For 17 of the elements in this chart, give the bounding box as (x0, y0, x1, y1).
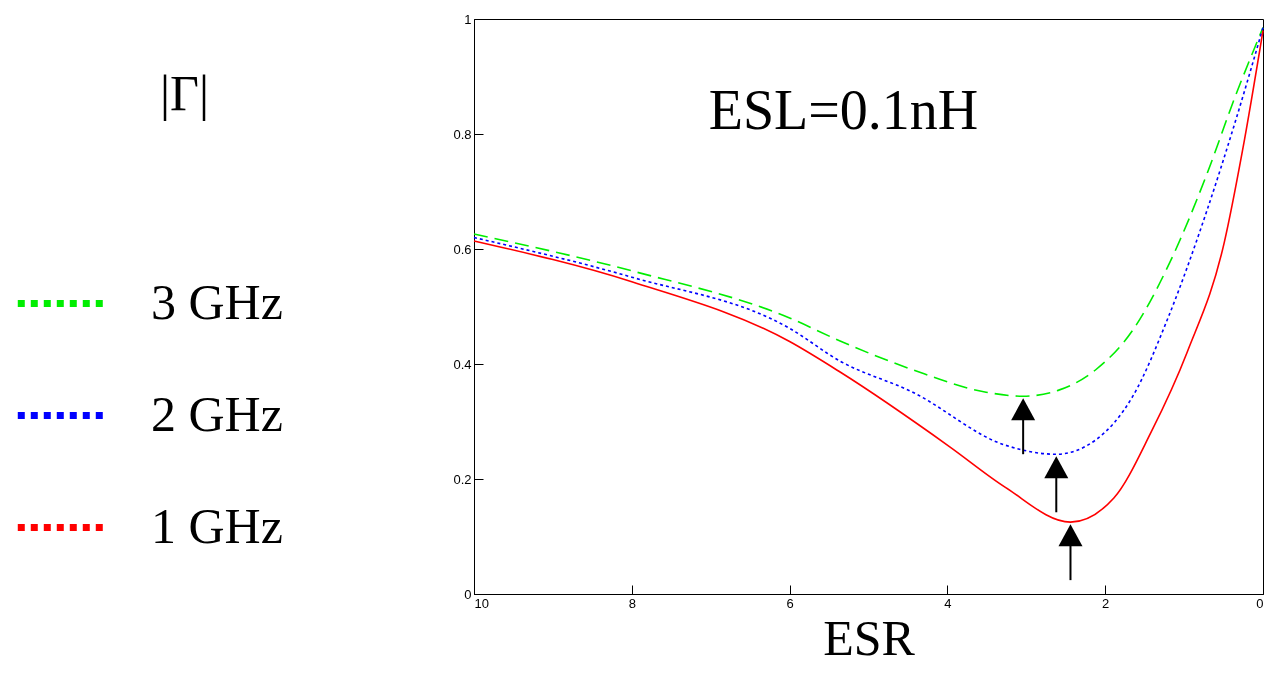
y-tick-label: 0.8 (453, 126, 472, 142)
y-tick-label: 1 (464, 11, 472, 27)
x-tick-label: 10 (474, 595, 489, 611)
y-tick-label: 0.6 (453, 241, 472, 257)
legend-label: 3 GHz (151, 273, 283, 330)
y-tick-label: 0.4 (453, 356, 472, 372)
y-tick-label: 0.2 (453, 471, 472, 487)
x-tick-label: 6 (786, 595, 794, 611)
x-axis-title: ESR (823, 609, 916, 666)
y-axis-title: |Γ| (160, 64, 209, 121)
legend-label: 2 GHz (151, 385, 283, 442)
x-tick-label: 2 (1102, 595, 1110, 611)
x-tick-label: 4 (944, 595, 952, 611)
legend-label: 1 GHz (151, 497, 283, 554)
x-tick-label: 0 (1256, 595, 1264, 611)
text: ESL=0.1nH (708, 79, 979, 141)
x-tick-label: 8 (628, 595, 636, 611)
